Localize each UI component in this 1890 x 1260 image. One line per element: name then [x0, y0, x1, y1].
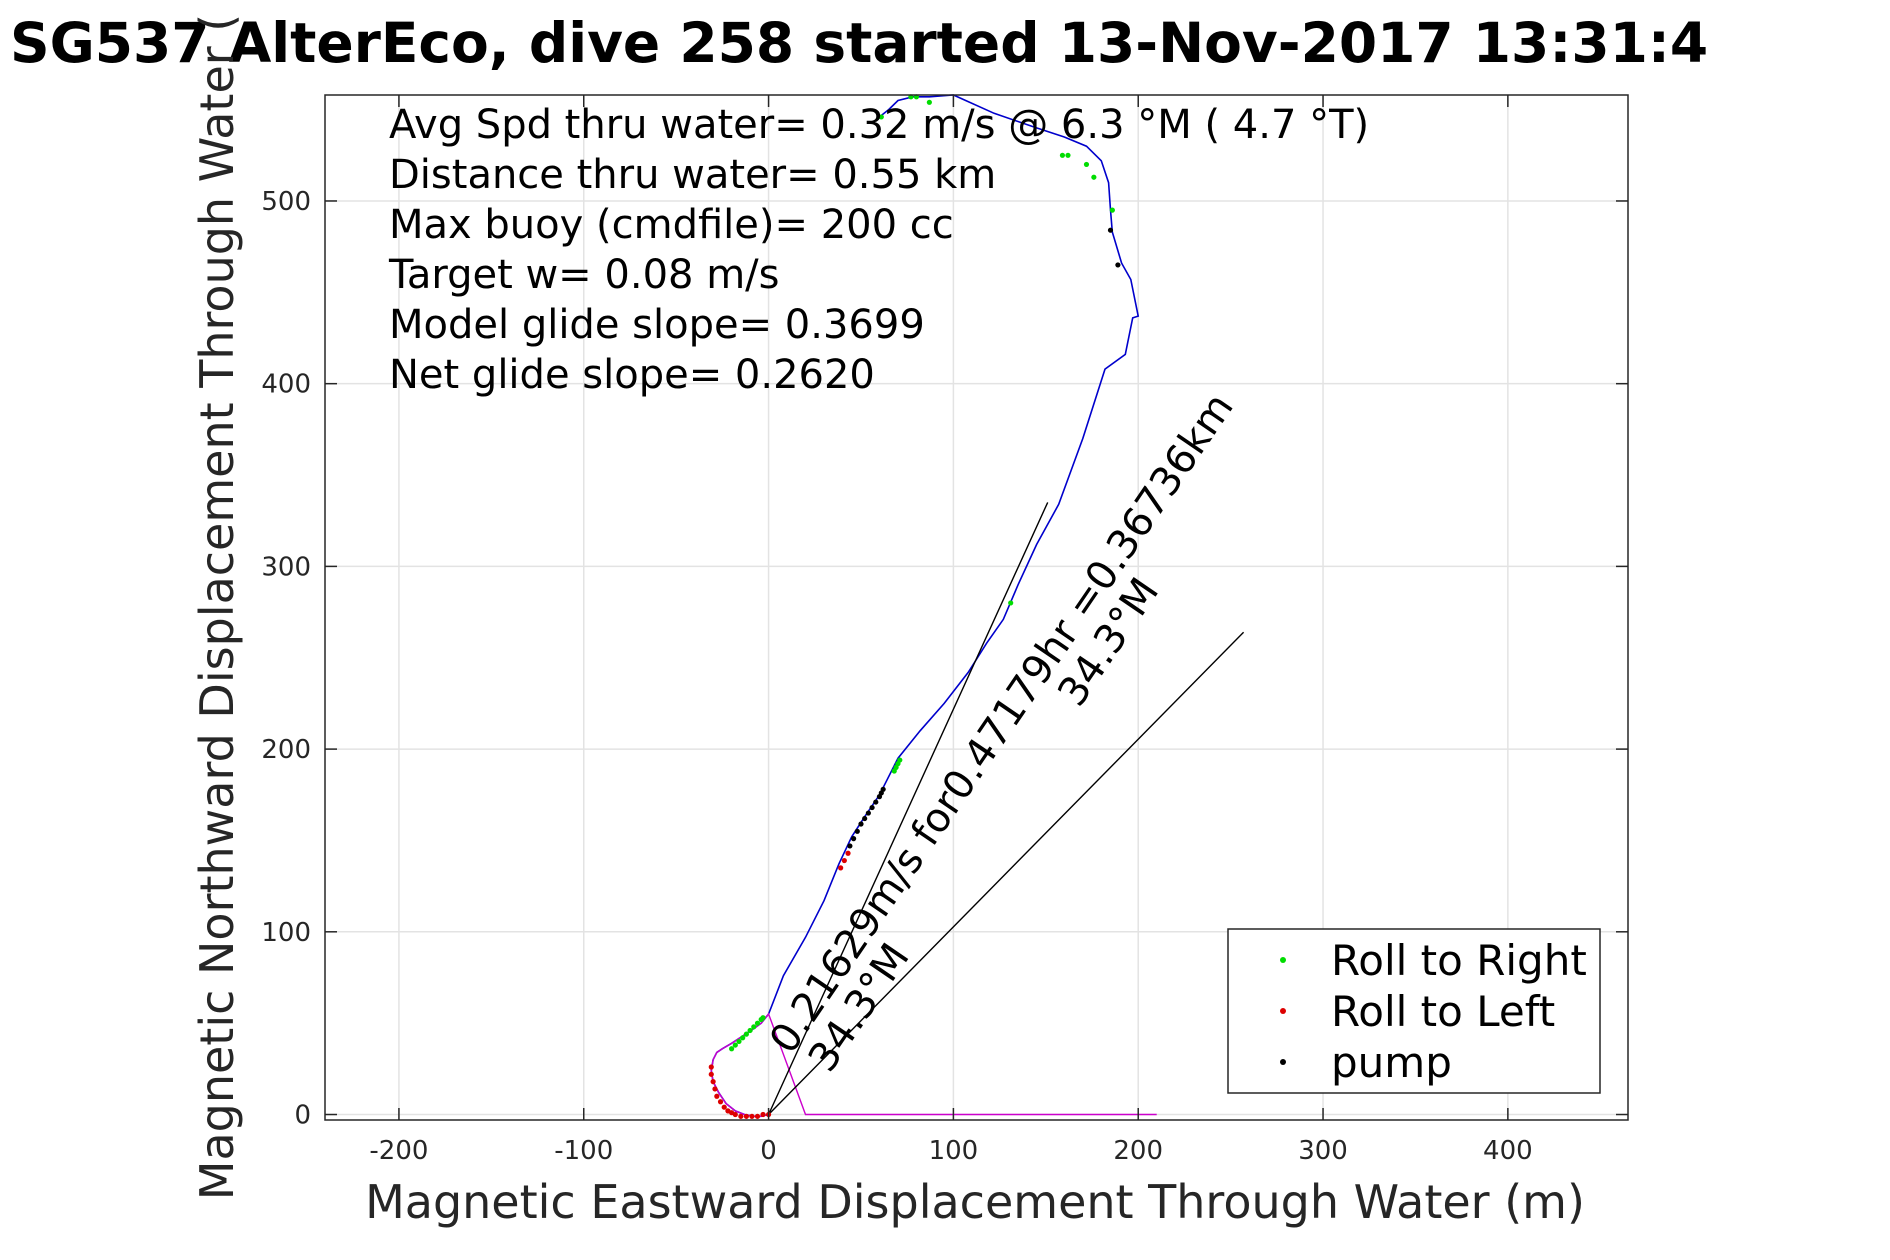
marker-roll-to-left [712, 1086, 718, 1092]
marker-roll-to-right [878, 114, 884, 120]
marker-roll-to-left [845, 850, 851, 856]
legend-marker [1280, 1008, 1286, 1014]
marker-pump [1107, 227, 1114, 233]
y-axis-label: Magnetic Northward Displacement Through … [190, 14, 244, 1200]
marker-roll-to-right [1083, 161, 1090, 168]
info-line: Net glide slope= 0.2620 [389, 352, 875, 398]
legend-label: Roll to Left [1331, 987, 1555, 1036]
series-black-line [767, 502, 1049, 1115]
x-tick-label: 300 [1298, 1136, 1348, 1166]
marker-pump [850, 836, 857, 842]
marker-pump [865, 810, 871, 816]
y-tick-label: 200 [261, 735, 311, 765]
x-axis-label: Magnetic Eastward Displacement Through W… [365, 1175, 1585, 1229]
marker-roll-to-right [732, 1042, 738, 1048]
marker-roll-to-left [754, 1113, 761, 1119]
marker-roll-to-left [708, 1071, 714, 1077]
series-black-line [768, 631, 1245, 1115]
info-line: Target w= 0.08 m/s [388, 252, 779, 298]
marker-roll-to-left [749, 1113, 755, 1119]
y-tick-label: 500 [261, 187, 311, 217]
marker-roll-to-right [747, 1027, 753, 1034]
marker-roll-to-right [743, 1031, 749, 1037]
legend-label: Roll to Right [1331, 936, 1587, 985]
marker-roll-to-right [926, 99, 932, 105]
marker-roll-to-left [708, 1064, 714, 1070]
x-tick-label: 400 [1483, 1136, 1533, 1166]
legend-marker [1280, 957, 1286, 963]
axis-ticks: -200 -100 0 100 200 300 400 0 100 200 300 400 500 [261, 95, 1628, 1166]
marker-roll-to-left [714, 1093, 720, 1099]
marker-roll-to-right [736, 1038, 742, 1045]
legend-marker [1280, 1059, 1286, 1065]
marker-pump [1115, 262, 1121, 268]
marker-pump [880, 786, 886, 792]
marker-roll-to-right [1065, 152, 1071, 158]
x-tick-label: 100 [929, 1136, 979, 1166]
marker-roll-to-right [760, 1015, 766, 1021]
marker-pump [869, 804, 875, 811]
marker-roll-to-left [743, 1113, 749, 1119]
marker-roll-to-right [1008, 600, 1014, 606]
marker-roll-to-right [1109, 207, 1115, 213]
info-line: Avg Spd thru water= 0.32 m/s @ 6.3 °M ( … [389, 102, 1369, 148]
marker-roll-to-right [740, 1035, 746, 1041]
y-tick-label: 100 [261, 918, 311, 948]
marker-roll-to-left [721, 1104, 727, 1110]
x-tick-label: 0 [760, 1136, 777, 1166]
x-tick-label: -200 [369, 1136, 428, 1166]
marker-roll-to-left [760, 1111, 766, 1118]
chart-title: SG537 AlterEco, dive 258 started 13-Nov-… [10, 11, 1708, 75]
legend-box [1227, 928, 1601, 1094]
plot-area-border [324, 94, 1629, 1121]
marker-roll-to-left [841, 857, 847, 864]
info-line: Distance thru water= 0.55 km [389, 152, 996, 198]
plot-series [708, 94, 1245, 1119]
y-tick-label: 0 [294, 1101, 311, 1131]
y-tick-label: 300 [261, 552, 311, 582]
marker-roll-to-left [732, 1111, 738, 1118]
marker-roll-to-left [738, 1113, 744, 1119]
marker-pump [873, 799, 879, 805]
marker-roll-to-right [1059, 152, 1066, 158]
dive-info-text: Avg Spd thru water= 0.32 m/s @ 6.3 °M ( … [388, 102, 1369, 398]
marker-roll-to-left [717, 1099, 724, 1105]
marker-pump [854, 828, 860, 834]
marker-roll-to-right [751, 1024, 757, 1030]
x-tick-label: -100 [554, 1136, 613, 1166]
grid [325, 95, 1628, 1120]
marker-roll-to-left [710, 1079, 716, 1085]
info-line: Max buoy (cmdfile)= 200 cc [389, 202, 954, 248]
marker-pump [858, 821, 864, 827]
y-tick-label: 400 [261, 370, 311, 400]
marker-roll-to-right [729, 1046, 735, 1052]
info-line: Model glide slope= 0.3699 [389, 302, 925, 348]
marker-pump [862, 815, 868, 822]
marker-pump [847, 843, 853, 849]
marker-roll-to-right [754, 1020, 761, 1026]
legend-label: pump [1331, 1038, 1452, 1087]
marker-roll-to-right [897, 757, 903, 763]
marker-roll-to-right [1091, 174, 1097, 180]
x-tick-label: 200 [1113, 1136, 1163, 1166]
marker-roll-to-left [838, 865, 844, 871]
